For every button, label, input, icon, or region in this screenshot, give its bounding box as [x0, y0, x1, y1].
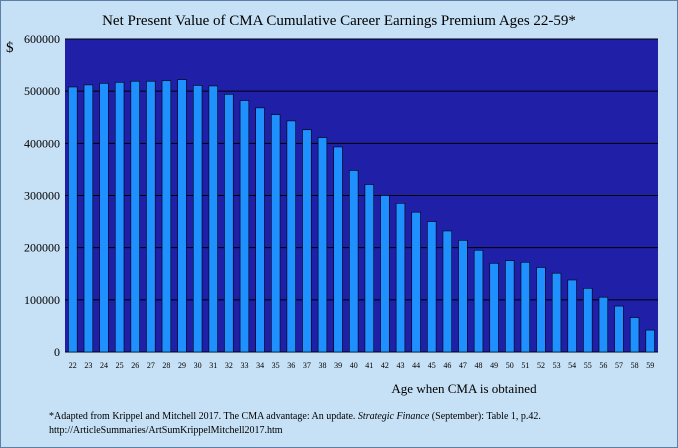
bar-age-50: [505, 260, 515, 353]
x-tick-label: 24: [100, 361, 108, 370]
bar-age-49: [489, 263, 499, 353]
bar-age-54: [567, 279, 577, 353]
x-tick-label: 37: [303, 361, 311, 370]
x-tick-label: 33: [240, 361, 248, 370]
x-tick-label: 49: [490, 361, 498, 370]
x-tick-label: 35: [272, 361, 280, 370]
bar-age-25: [114, 81, 125, 353]
x-tick-label: 36: [287, 361, 295, 370]
bar-age-41: [364, 184, 374, 353]
bar-age-36: [286, 120, 296, 353]
x-tick-label: 30: [194, 361, 202, 370]
x-tick-label: 48: [475, 361, 483, 370]
x-tick-label: 22: [69, 361, 77, 370]
bar-age-26: [130, 80, 140, 353]
x-tick-label: 56: [599, 361, 607, 370]
x-tick-labels: 22 23 24 25 26 27 28 29 30 31 32 33 34 35 36 37 38 39 40 41…: [69, 361, 654, 370]
x-tick-label: 45: [428, 361, 436, 370]
bar-age-27: [146, 80, 156, 353]
x-tick-label: 43: [397, 361, 405, 370]
bar-age-56: [598, 296, 609, 353]
bar-age-51: [520, 261, 531, 353]
y-tick-labels: 0 100000 200000 300000 400000 500000 600000: [24, 32, 60, 359]
y-tick-label: 400000: [24, 136, 60, 150]
bar-age-38: [317, 137, 328, 353]
bar-age-32: [224, 93, 234, 353]
y-tick-label: 600000: [24, 32, 60, 46]
x-tick-label: 29: [178, 361, 186, 370]
bar-age-40: [349, 170, 359, 353]
bar-age-35: [271, 114, 281, 353]
bar-age-58: [629, 317, 640, 353]
bar-age-59: [645, 329, 655, 353]
bar-age-53: [551, 272, 562, 353]
footnote-line-2: http://ArticleSummaries/ArtSumKrippelMit…: [49, 425, 283, 436]
bar-age-55: [583, 288, 593, 353]
bar-age-42: [380, 195, 390, 353]
x-tick-label: 44: [412, 361, 420, 370]
x-tick-label: 52: [537, 361, 545, 370]
bar-age-28: [161, 80, 172, 353]
x-tick-label: 51: [521, 361, 529, 370]
footnote-journal: Strategic Finance: [358, 411, 430, 422]
bar-age-30: [192, 85, 203, 353]
x-tick-label: 41: [365, 361, 373, 370]
bar-age-48: [473, 249, 484, 353]
x-tick-label: 32: [225, 361, 233, 370]
x-tick-label: 53: [553, 361, 561, 370]
bar-age-37: [302, 129, 312, 353]
y-tick-label: 200000: [24, 241, 60, 255]
y-tick-label: 0: [54, 345, 60, 359]
x-tick-label: 40: [350, 361, 358, 370]
bar-age-24: [99, 83, 109, 353]
x-tick-label: 27: [147, 361, 155, 370]
x-tick-label: 38: [318, 361, 326, 370]
x-tick-label: 39: [334, 361, 342, 370]
bar-age-22: [68, 86, 78, 353]
x-tick-label: 34: [256, 361, 264, 370]
x-tick-label: 58: [631, 361, 639, 370]
y-tick-label: 500000: [24, 84, 60, 98]
bar-age-39: [333, 146, 343, 353]
chart-title: Net Present Value of CMA Cumulative Care…: [102, 13, 576, 29]
bar-age-57: [614, 305, 624, 353]
x-axis-label: Age when CMA is obtained: [391, 381, 537, 396]
x-tick-label: 42: [381, 361, 389, 370]
x-tick-label: 55: [584, 361, 592, 370]
bar-age-44: [411, 211, 421, 353]
bar-age-43: [395, 203, 406, 353]
footnote-citation: *Adapted from Krippel and Mitchell 2017.…: [49, 411, 358, 422]
y-tick-label: 300000: [24, 189, 60, 203]
bar-age-33: [239, 100, 250, 353]
x-tick-label: 25: [116, 361, 124, 370]
x-tick-label: 54: [568, 361, 576, 370]
x-tick-label: 23: [84, 361, 92, 370]
x-tick-label: 47: [459, 361, 467, 370]
footnote-line-1: *Adapted from Krippel and Mitchell 2017.…: [49, 411, 541, 422]
x-tick-label: 50: [506, 361, 514, 370]
x-tick-label: 31: [209, 361, 217, 370]
bar-age-52: [536, 267, 546, 353]
bar-age-29: [177, 79, 187, 353]
x-tick-label: 57: [615, 361, 623, 370]
bars: [68, 79, 655, 353]
bar-age-34: [255, 107, 265, 353]
bar-age-23: [83, 84, 94, 353]
y-tick-label: 100000: [24, 293, 60, 307]
bar-age-45: [427, 221, 437, 353]
footnote-pages: (September): Table 1, p.42.: [429, 411, 541, 422]
x-tick-label: 26: [131, 361, 139, 370]
x-tick-label: 46: [443, 361, 451, 370]
bar-age-46: [442, 230, 452, 353]
bar-age-47: [458, 240, 468, 353]
bar-age-31: [208, 85, 218, 353]
y-axis-label: $: [6, 40, 14, 56]
x-tick-label: 28: [162, 361, 170, 370]
x-tick-label: 59: [646, 361, 654, 370]
